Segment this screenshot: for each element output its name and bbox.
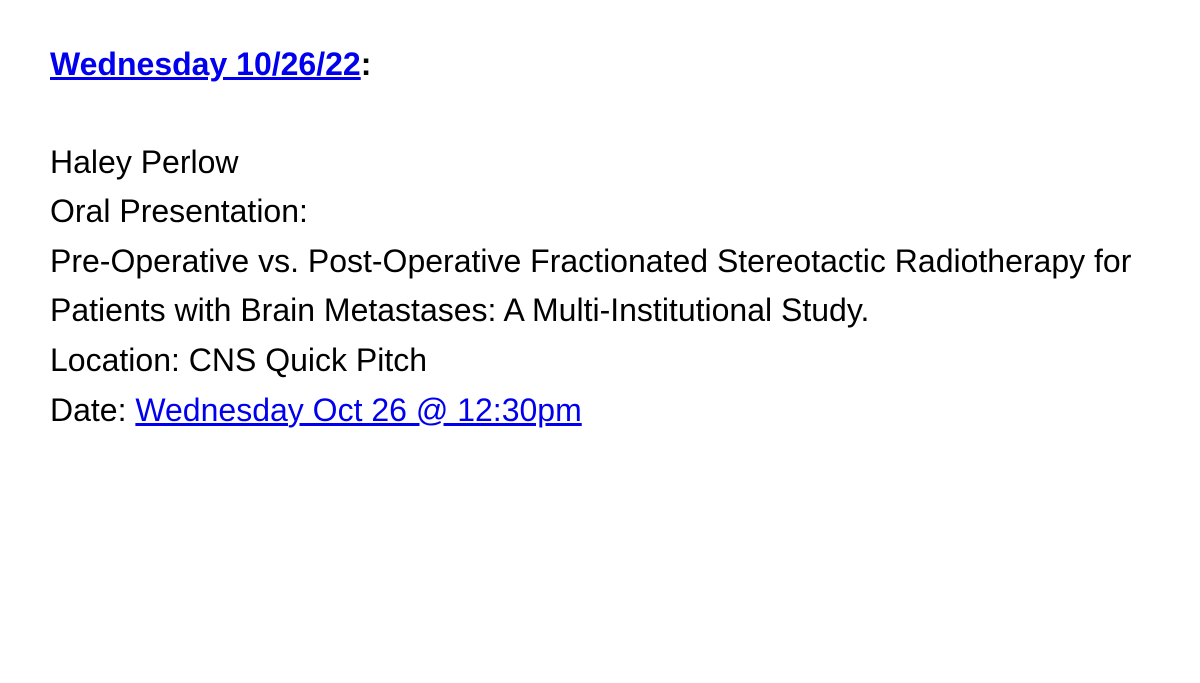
date-label: Date: xyxy=(50,392,135,428)
location-line: Location: CNS Quick Pitch xyxy=(50,336,1150,386)
header-date-link[interactable]: Wednesday 10/26/22 xyxy=(50,46,361,82)
date-link[interactable]: Wednesday Oct 26 @ 12:30pm xyxy=(135,392,581,428)
document-body: Wednesday 10/26/22: Haley Perlow Oral Pr… xyxy=(50,40,1150,435)
location-label: Location: xyxy=(50,342,189,378)
header-colon: : xyxy=(361,46,372,82)
presenter-name: Haley Perlow xyxy=(50,138,1150,188)
presentation-type: Oral Presentation: xyxy=(50,187,1150,237)
location-value: CNS Quick Pitch xyxy=(189,342,427,378)
header-line: Wednesday 10/26/22: xyxy=(50,40,1150,90)
date-line: Date: Wednesday Oct 26 @ 12:30pm xyxy=(50,386,1150,436)
presentation-title: Pre-Operative vs. Post-Operative Fractio… xyxy=(50,237,1150,336)
